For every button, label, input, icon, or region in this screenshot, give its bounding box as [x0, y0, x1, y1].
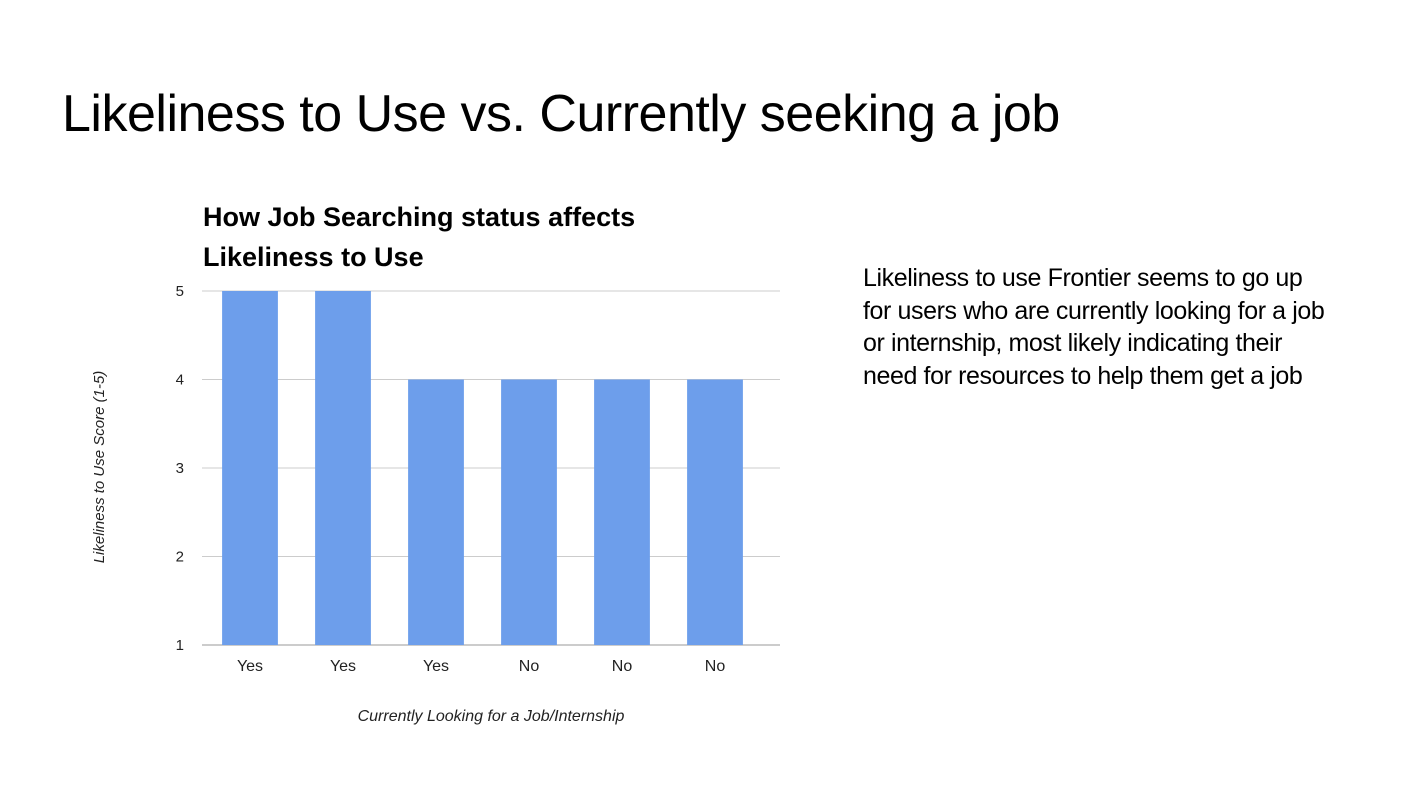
x-axis-ticks: Yes Yes Yes No No No — [237, 658, 725, 675]
x-tick-label: No — [612, 658, 633, 675]
slide-body-text: Likeliness to use Frontier seems to go u… — [863, 264, 1325, 390]
x-tick-label: Yes — [423, 658, 449, 675]
x-axis-label: Currently Looking for a Job/Internship — [358, 708, 625, 725]
bar — [594, 379, 650, 645]
bar — [687, 379, 743, 645]
slide-title: Likeliness to Use vs. Currently seeking … — [62, 85, 1060, 143]
x-tick-label: Yes — [330, 658, 356, 675]
bar — [315, 291, 371, 645]
y-tick-label: 5 — [176, 283, 184, 300]
x-tick-label: No — [705, 658, 726, 675]
x-tick-label: No — [519, 658, 540, 675]
y-tick-label: 2 — [176, 549, 184, 566]
chart-title-line-1: How Job Searching status affects — [203, 202, 635, 232]
y-tick-label: 4 — [176, 372, 184, 389]
bars — [222, 291, 743, 645]
bar — [408, 379, 464, 645]
y-tick-label: 3 — [176, 460, 184, 477]
x-tick-label: Yes — [237, 658, 263, 675]
y-tick-label: 1 — [176, 637, 184, 654]
gridlines — [202, 290, 780, 646]
y-axis-label: Likeliness to Use Score (1-5) — [91, 371, 108, 564]
chart-title-line-2: Likeliness to Use — [203, 242, 424, 272]
y-axis-ticks: 1 2 3 4 5 — [176, 283, 184, 654]
bar — [222, 291, 278, 645]
bar — [501, 379, 557, 645]
